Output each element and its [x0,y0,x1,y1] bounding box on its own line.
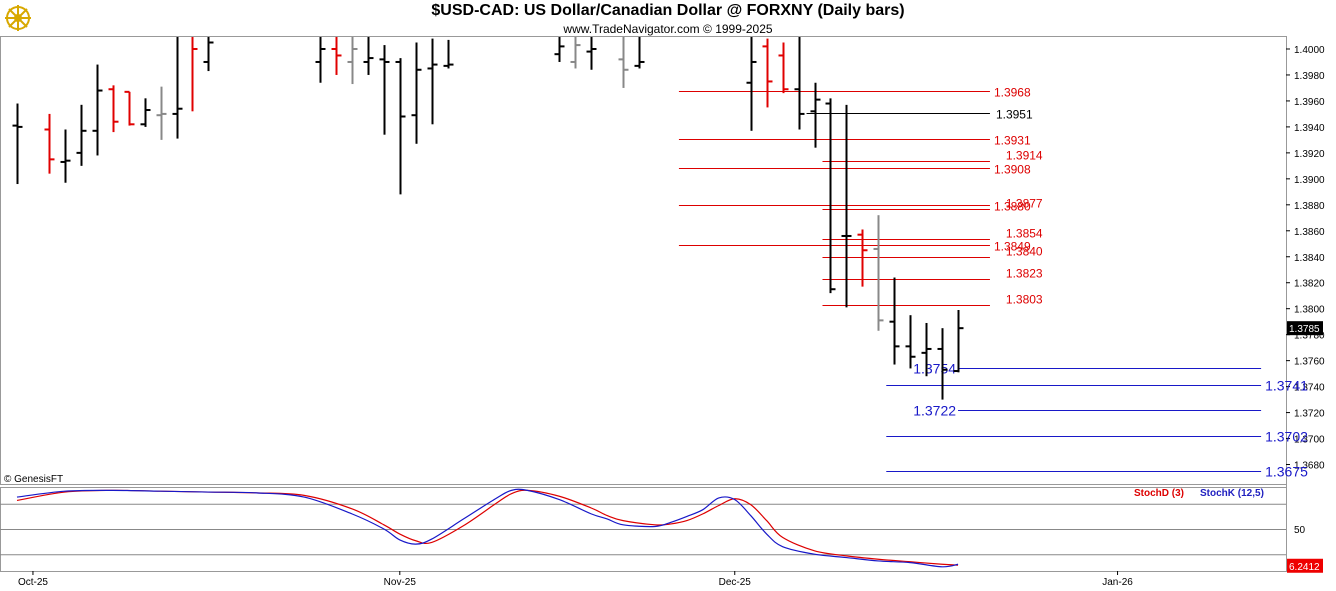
price-tick-label: 1.3940 [1294,123,1325,134]
level-label: 1.3754 [913,361,956,377]
x-tick-label: Dec-25 [719,577,752,588]
last-price-label: 1.3785 [1289,324,1320,335]
x-tick-label: Oct-25 [18,577,48,588]
price-tick-label: 1.3860 [1294,227,1325,238]
price-tick-label: 1.3960 [1294,97,1325,108]
price-tick-label: 1.3980 [1294,71,1325,82]
level-label: 1.3849 [994,240,1031,254]
price-tick-label: 1.3780 [1294,331,1325,342]
trade-navigator-logo [3,3,33,33]
level-label: 1.3931 [994,134,1031,148]
price-tick-label: 1.3820 [1294,279,1325,290]
level-label: 1.3877 [1006,197,1043,211]
level-label: 1.3908 [994,163,1031,177]
price-tick-label: 1.4000 [1294,45,1325,56]
level-label: 1.3741 [1265,378,1308,394]
stoch-tick-label: 50 [1294,525,1306,536]
price-tick-label: 1.3920 [1294,149,1325,160]
level-label: 1.3840 [1006,245,1043,259]
level-label: 1.3854 [1006,227,1043,241]
chart-subtitle: www.TradeNavigator.com © 1999-2025 [563,22,773,36]
level-label: 1.3823 [1006,267,1043,281]
price-tick-label: 1.3720 [1294,409,1325,420]
stoch-last-value-box [1287,558,1323,573]
stoch-k-line [16,488,959,568]
level-label: 1.3968 [994,86,1031,100]
stoch-d-line [16,489,959,566]
level-label: 1.3880 [994,200,1031,214]
legend-stoch-d: StochD (3) [1134,488,1184,499]
price-tick-label: 1.3840 [1294,253,1325,264]
level-label: 1.3675 [1265,464,1308,480]
last-price-box [1287,321,1323,336]
stoch-last-value-label: 6.2412 [1289,562,1320,573]
level-label: 1.3914 [1006,149,1043,163]
price-tick-label: 1.3800 [1294,305,1325,316]
level-label: 1.3803 [1006,293,1043,307]
price-tick-label: 1.3880 [1294,201,1325,212]
price-tick-label: 1.3740 [1294,383,1325,394]
x-tick-label: Nov-25 [384,577,417,588]
level-label: 1.3702 [1265,429,1308,445]
price-panel-frame [0,36,1287,485]
price-tick-label: 1.3700 [1294,435,1325,446]
copyright-text: © GenesisFT [4,474,64,485]
price-tick-label: 1.3680 [1294,461,1325,472]
price-tick-label: 1.3900 [1294,175,1325,186]
legend-stoch-k: StochK (12,5) [1200,488,1264,499]
chart-title: $USD-CAD: US Dollar/Canadian Dollar @ FO… [431,2,905,19]
price-tick-label: 1.3760 [1294,357,1325,368]
level-label: 1.3951 [996,108,1033,122]
level-label: 1.3722 [913,403,956,419]
x-tick-label: Jan-26 [1102,577,1133,588]
